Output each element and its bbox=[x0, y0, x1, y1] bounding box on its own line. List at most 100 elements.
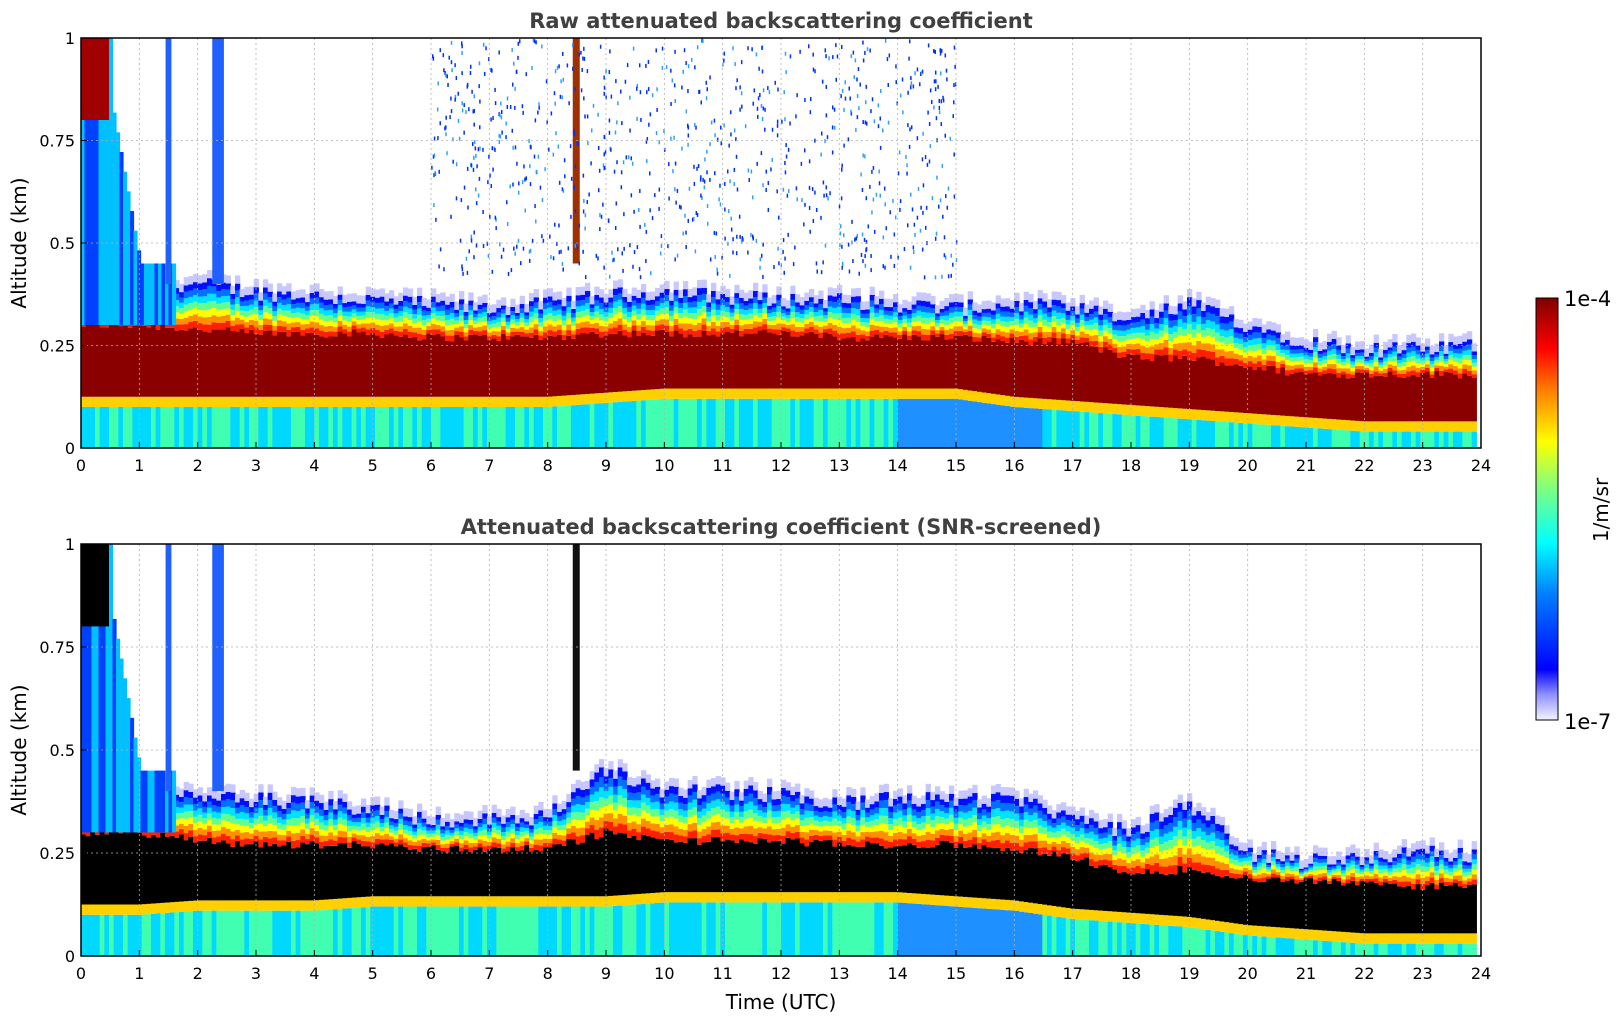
x-tick-label: 17 bbox=[1062, 456, 1082, 475]
y-axis-label-screened: Altitude (km) bbox=[7, 684, 31, 815]
layer-column bbox=[1145, 823, 1151, 956]
layer-column bbox=[211, 271, 217, 448]
layer-column bbox=[1345, 847, 1351, 956]
morning-cloud-region bbox=[81, 544, 177, 833]
layer-column bbox=[421, 810, 427, 956]
noise-speckle bbox=[431, 38, 958, 280]
layer-column bbox=[963, 307, 969, 448]
layer-column bbox=[337, 286, 343, 448]
layer-column bbox=[683, 280, 689, 448]
layer-column bbox=[533, 289, 539, 448]
layer-column bbox=[743, 292, 749, 448]
layer-column bbox=[407, 288, 413, 448]
layer-column bbox=[902, 795, 908, 956]
layer-column bbox=[1336, 851, 1342, 956]
layer-column bbox=[561, 800, 567, 956]
layer-column bbox=[1345, 335, 1351, 448]
layer-column bbox=[1163, 295, 1169, 448]
layer-column bbox=[781, 298, 787, 448]
layer-column bbox=[1126, 828, 1132, 956]
layer-column bbox=[1299, 337, 1305, 448]
layer-column bbox=[1103, 818, 1109, 956]
layer-column bbox=[1327, 333, 1333, 448]
layer-column bbox=[1000, 298, 1006, 448]
layer-column bbox=[342, 793, 348, 956]
layer-column bbox=[1453, 336, 1459, 448]
layer-column bbox=[407, 808, 413, 956]
layer-column bbox=[911, 296, 917, 448]
layer-column bbox=[412, 296, 418, 448]
layer-column bbox=[631, 778, 637, 956]
x-tick-label: 13 bbox=[829, 964, 849, 983]
layer-column bbox=[235, 275, 241, 448]
layer-column bbox=[585, 282, 591, 448]
layer-column bbox=[1009, 300, 1015, 448]
layer-column bbox=[440, 818, 446, 956]
layer-column bbox=[426, 299, 432, 448]
layer-column bbox=[281, 286, 287, 448]
layer-column bbox=[944, 297, 950, 448]
layer-column bbox=[566, 287, 572, 448]
layer-column bbox=[1112, 312, 1118, 448]
layer-column bbox=[421, 297, 427, 448]
layer-column bbox=[207, 269, 213, 448]
layer-column bbox=[1201, 302, 1207, 448]
layer-column bbox=[496, 808, 502, 956]
layer-column bbox=[258, 292, 264, 448]
layer-column bbox=[1397, 845, 1403, 956]
layer-column bbox=[295, 289, 301, 448]
layer-column bbox=[384, 797, 390, 956]
layer-column bbox=[295, 788, 301, 956]
layer-column bbox=[342, 294, 348, 448]
layer-column bbox=[1411, 843, 1417, 956]
layer-column bbox=[762, 793, 768, 956]
y-tick-label: 1 bbox=[65, 29, 75, 48]
layer-column bbox=[846, 294, 852, 448]
layer-column bbox=[650, 780, 656, 956]
layer-column bbox=[1135, 816, 1141, 956]
x-tick-label: 14 bbox=[887, 456, 907, 475]
x-tick-label: 4 bbox=[309, 456, 319, 475]
layer-column bbox=[608, 289, 614, 448]
layer-column bbox=[202, 793, 208, 956]
layer-column bbox=[538, 301, 544, 448]
layer-column bbox=[767, 297, 773, 448]
layer-column bbox=[319, 288, 325, 448]
layer-column bbox=[524, 304, 530, 448]
layer-column bbox=[921, 795, 927, 956]
layer-column bbox=[1289, 337, 1295, 448]
colorbar-max-label: 1e-4 bbox=[1564, 287, 1611, 311]
layer-column bbox=[1261, 841, 1267, 956]
layer-column bbox=[1042, 293, 1048, 448]
layer-column bbox=[580, 781, 586, 956]
layer-column bbox=[501, 297, 507, 448]
layer-column bbox=[1070, 806, 1076, 956]
x-tick-label: 11 bbox=[712, 456, 732, 475]
layer-column bbox=[958, 790, 964, 956]
layer-column bbox=[897, 788, 903, 956]
layer-column bbox=[627, 293, 633, 448]
layer-column bbox=[207, 787, 213, 956]
layer-column bbox=[524, 813, 530, 956]
vertical-streak bbox=[165, 544, 172, 792]
layer-column bbox=[249, 286, 255, 448]
layer-column bbox=[1429, 837, 1435, 956]
layer-column bbox=[603, 768, 609, 956]
x-tick-label: 12 bbox=[771, 964, 791, 983]
layer-column bbox=[641, 770, 647, 956]
layer-column bbox=[319, 794, 325, 956]
layer-column bbox=[1019, 798, 1025, 956]
layer-column bbox=[841, 294, 847, 448]
y-tick-label: 0.5 bbox=[50, 741, 75, 760]
layer-column bbox=[188, 783, 194, 956]
x-tick-label: 15 bbox=[946, 964, 966, 983]
layer-column bbox=[538, 801, 544, 956]
layer-column bbox=[291, 291, 297, 448]
layer-column bbox=[874, 296, 880, 448]
layer-column bbox=[1084, 304, 1090, 448]
layer-column bbox=[1369, 855, 1375, 956]
layer-column bbox=[174, 786, 180, 956]
layer-column bbox=[981, 300, 987, 448]
layer-column bbox=[715, 291, 721, 448]
layer-column bbox=[403, 808, 409, 956]
